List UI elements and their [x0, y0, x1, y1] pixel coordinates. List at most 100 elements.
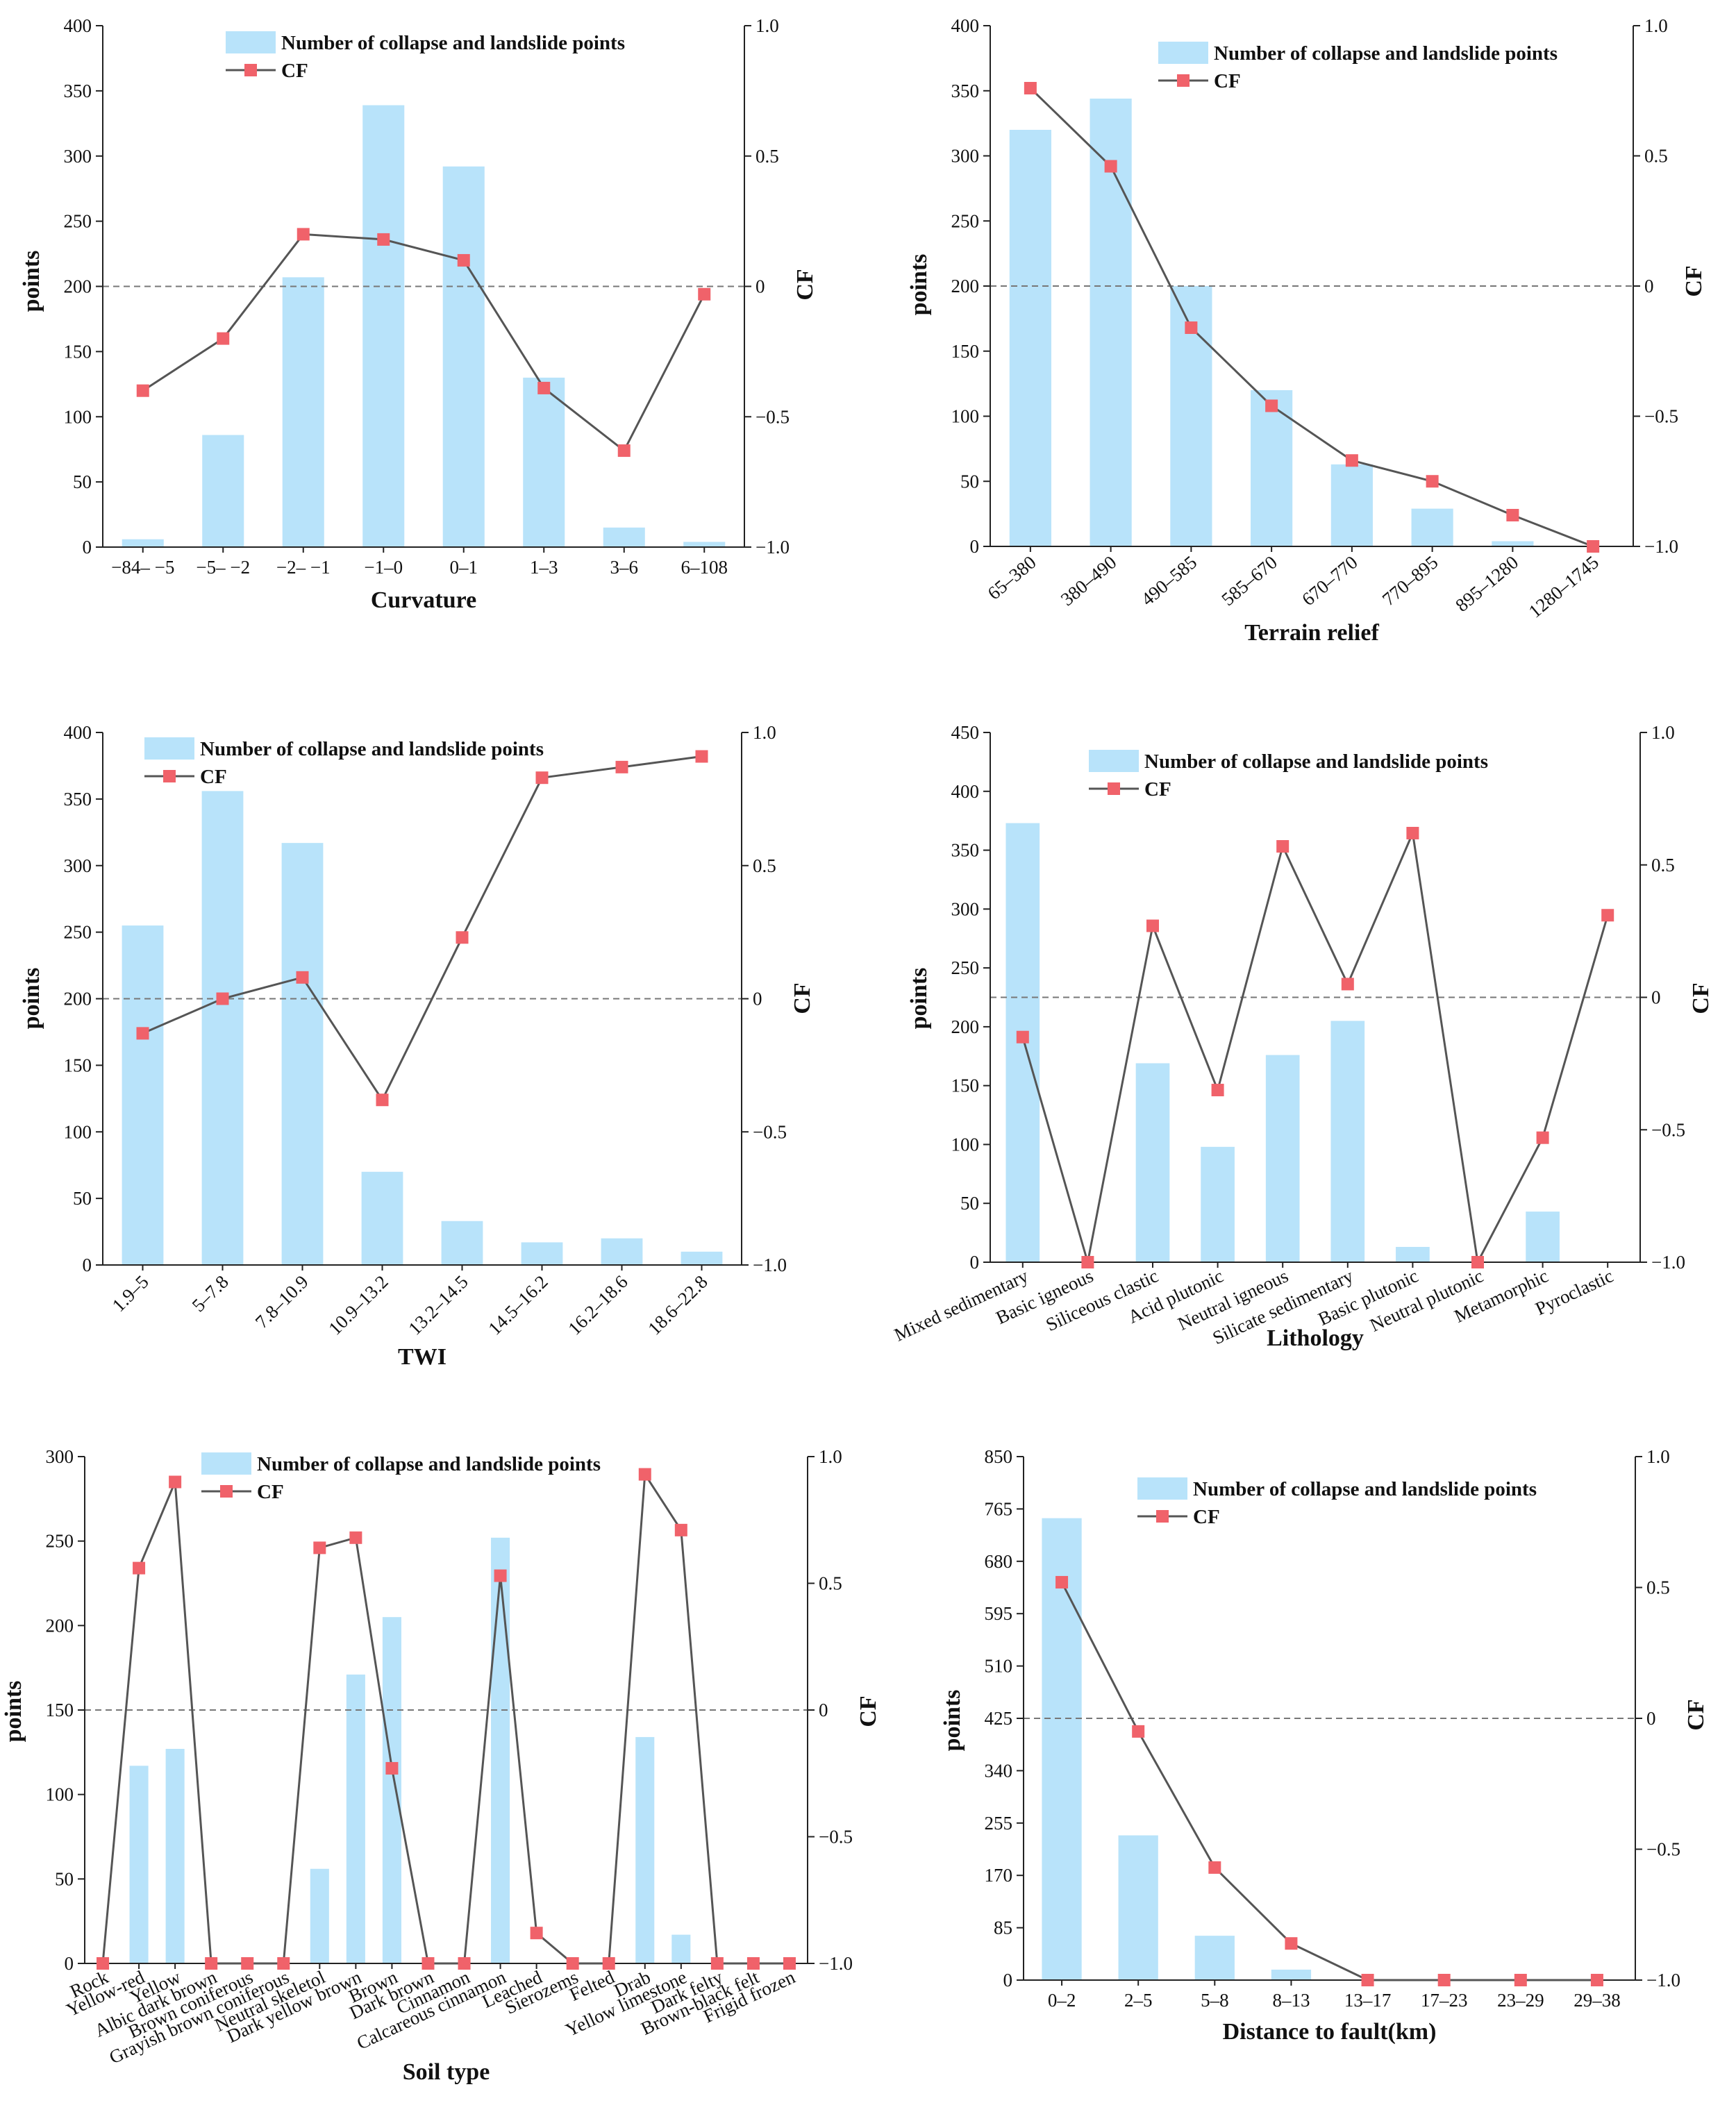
- y2-tick-label: −0.5: [753, 1121, 787, 1142]
- bar: [1330, 464, 1373, 546]
- cf-point: [615, 760, 628, 773]
- y2-tick-label: −0.5: [756, 406, 790, 427]
- legend-marker-swatch: [220, 1485, 233, 1498]
- y-tick-label: 0: [970, 536, 980, 557]
- y-tick-label: 150: [951, 341, 980, 362]
- y-tick-label: 340: [985, 1760, 1013, 1781]
- cf-point: [457, 253, 470, 267]
- bar: [671, 1934, 691, 1963]
- y2-tick-label: −0.5: [1644, 406, 1678, 427]
- y-tick-label: 400: [64, 722, 92, 743]
- x-tick-label: 1–3: [530, 557, 558, 578]
- bar: [635, 1736, 655, 1963]
- y2-tick-label: −1.0: [819, 1953, 853, 1974]
- legend-line-label: CF: [257, 1481, 284, 1503]
- x-tick-label: 6–108: [681, 557, 728, 578]
- cf-point: [494, 1569, 507, 1582]
- bar: [1042, 1518, 1082, 1980]
- y-tick-label: 0: [970, 1252, 980, 1273]
- y2-tick-label: 0.5: [1651, 855, 1675, 875]
- cf-point: [638, 1468, 651, 1481]
- cf-point: [349, 1531, 362, 1544]
- cf-point: [422, 1957, 435, 1970]
- x-tick-label: 17–23: [1421, 1990, 1468, 2011]
- y-tick-label: 200: [64, 989, 92, 1009]
- legend-marker-swatch: [1177, 74, 1190, 87]
- bar: [1090, 99, 1132, 546]
- y-tick-label: 100: [64, 406, 92, 427]
- y-axis-title: points: [906, 254, 932, 316]
- bar: [1201, 1146, 1235, 1262]
- cf-point: [1514, 1974, 1527, 1986]
- bar: [281, 843, 324, 1265]
- y2-tick-label: 1.0: [753, 722, 776, 743]
- legend-bar-label: Number of collapse and landslide points: [1214, 42, 1558, 65]
- cf-point: [1471, 1256, 1484, 1268]
- cf-point: [133, 1561, 146, 1575]
- cf-point: [296, 971, 309, 984]
- y-tick-label: 250: [46, 1531, 74, 1552]
- legend-bar-swatch: [144, 737, 194, 760]
- y2-axis-title: CF: [790, 982, 815, 1014]
- bar: [1194, 1936, 1235, 1980]
- bar: [1396, 1246, 1430, 1262]
- bar: [1265, 1055, 1300, 1262]
- cf-point: [169, 1475, 182, 1489]
- x-tick-label: 16.2–18.6: [564, 1271, 632, 1339]
- legend-bar-swatch: [1158, 42, 1208, 64]
- cf-point: [1406, 826, 1419, 839]
- cf-point: [1081, 1256, 1094, 1268]
- y-tick-label: 300: [46, 1446, 74, 1467]
- legend: Number of collapse and landslide points C…: [201, 1452, 601, 1503]
- bar: [1492, 541, 1534, 546]
- cf-point: [1055, 1575, 1069, 1589]
- cf-point: [1341, 978, 1354, 991]
- bar: [1251, 390, 1293, 546]
- legend-bar-label: Number of collapse and landslide points: [200, 738, 544, 760]
- y-tick-label: 150: [46, 1700, 74, 1720]
- legend-line-label: CF: [1144, 778, 1171, 801]
- x-tick-label: 14.5–16.2: [484, 1271, 552, 1339]
- x-tick-label: 8–13: [1272, 1990, 1310, 2011]
- bar: [1135, 1063, 1170, 1262]
- cf-point: [377, 233, 390, 246]
- bar: [442, 166, 485, 547]
- y2-tick-label: −1.0: [1646, 1970, 1680, 1991]
- y-tick-label: 850: [985, 1446, 1013, 1467]
- cf-point: [530, 1927, 543, 1940]
- bar: [1330, 1021, 1365, 1262]
- x-tick-label: 5–8: [1201, 1990, 1229, 2011]
- y-tick-label: 250: [951, 957, 980, 978]
- cf-point: [1104, 160, 1117, 173]
- cf-point: [1208, 1861, 1221, 1874]
- chart-panel: 0 85 170 255 340 425 510 595 680 765 850 −1.0 −0.5 0 0…: [940, 1446, 1709, 2045]
- bar: [521, 1242, 563, 1265]
- y-tick-label: 300: [64, 855, 92, 876]
- y-tick-label: 680: [985, 1551, 1013, 1572]
- y2-tick-label: 0: [1651, 987, 1661, 1008]
- y2-tick-label: 1.0: [1651, 722, 1675, 743]
- y-tick-label: 85: [994, 1918, 1012, 1938]
- bar: [1411, 508, 1453, 546]
- y-tick-label: 170: [985, 1865, 1013, 1886]
- bar: [201, 791, 244, 1265]
- y2-tick-label: −0.5: [819, 1827, 853, 1847]
- x-tick-label: 380–490: [1057, 552, 1121, 610]
- y-tick-label: 100: [951, 406, 980, 427]
- cf-line: [1060, 1582, 1597, 1981]
- y-tick-label: 350: [951, 81, 980, 101]
- y2-axis-title: CF: [1681, 265, 1707, 296]
- y2-tick-label: 0.5: [819, 1573, 842, 1594]
- y-tick-label: 100: [951, 1134, 980, 1155]
- x-tick-label: 10.9–13.2: [324, 1271, 392, 1339]
- cf-point: [1146, 919, 1159, 932]
- y2-tick-label: 0: [1646, 1708, 1656, 1729]
- cf-point: [1185, 321, 1198, 334]
- x-tick-label: 18.6–22.8: [644, 1271, 712, 1339]
- y2-tick-label: 0.5: [753, 855, 776, 876]
- y-tick-label: 0: [83, 537, 92, 558]
- cf-point: [1132, 1725, 1145, 1738]
- y-tick-label: 450: [951, 722, 980, 743]
- y-tick-label: 250: [951, 210, 980, 231]
- y2-tick-label: 0.5: [756, 146, 779, 167]
